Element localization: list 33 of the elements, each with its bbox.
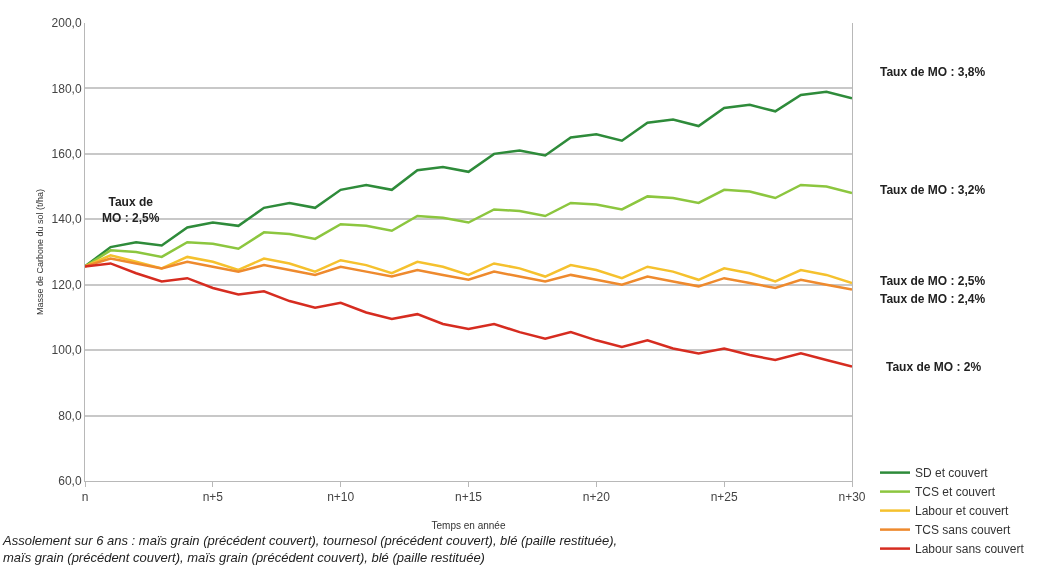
y-tick-label: 200,0 [51, 16, 82, 31]
y-axis-title: Masse de Carbone du sol (t/ha) [34, 188, 45, 316]
text: Assolement sur 6 ans : maïs grain (précédent couvert), tournesol (précédent couvert), blé (paille restituée), maïs grain (précédent couvert), maïs grain (précédent couvert), blé (paille restituée) [2, 533, 618, 565]
annotation: Taux de MO : 2,5% [102, 195, 160, 225]
x-tick-label: n+15 [454, 490, 483, 505]
y-tick-label: 120,0 [51, 277, 82, 292]
y-tick-label: 160,0 [51, 147, 82, 162]
x-tick-label: n+25 [710, 490, 739, 505]
x-tick-label: n+10 [327, 490, 355, 505]
text: Taux de MO : 3,8% [880, 65, 986, 79]
legend-label: SD et couvert [915, 466, 989, 481]
text: Taux de MO : 2,5% [880, 274, 986, 288]
text: Taux de MO : 2% [886, 360, 982, 374]
legend-label: Labour sans couvert [915, 542, 1025, 557]
x-tick-label: n+30 [838, 490, 866, 505]
y-tick-label: 140,0 [51, 212, 82, 227]
y-tick-label: 60,0 [58, 474, 82, 489]
x-tick-label: n+5 [202, 490, 224, 505]
line-series [85, 90, 852, 268]
line-series [85, 257, 852, 291]
y-tick-label: 80,0 [58, 408, 82, 423]
x-tick-label: n [81, 490, 89, 505]
text: Taux de MO : 2,4% [880, 292, 986, 306]
legend-label: TCS sans couvert [915, 523, 1012, 538]
x-axis-title: Temps en année [431, 519, 506, 531]
y-tick-label: 180,0 [51, 81, 82, 96]
legend-label: TCS et couvert [915, 485, 996, 500]
y-tick-label: 100,0 [51, 343, 82, 358]
legend-label: Labour et couvert [915, 504, 1010, 519]
line-series [85, 254, 852, 285]
text: Taux de MO : 3,2% [880, 183, 986, 197]
line-series [85, 262, 852, 368]
x-tick-label: n+20 [582, 490, 611, 505]
